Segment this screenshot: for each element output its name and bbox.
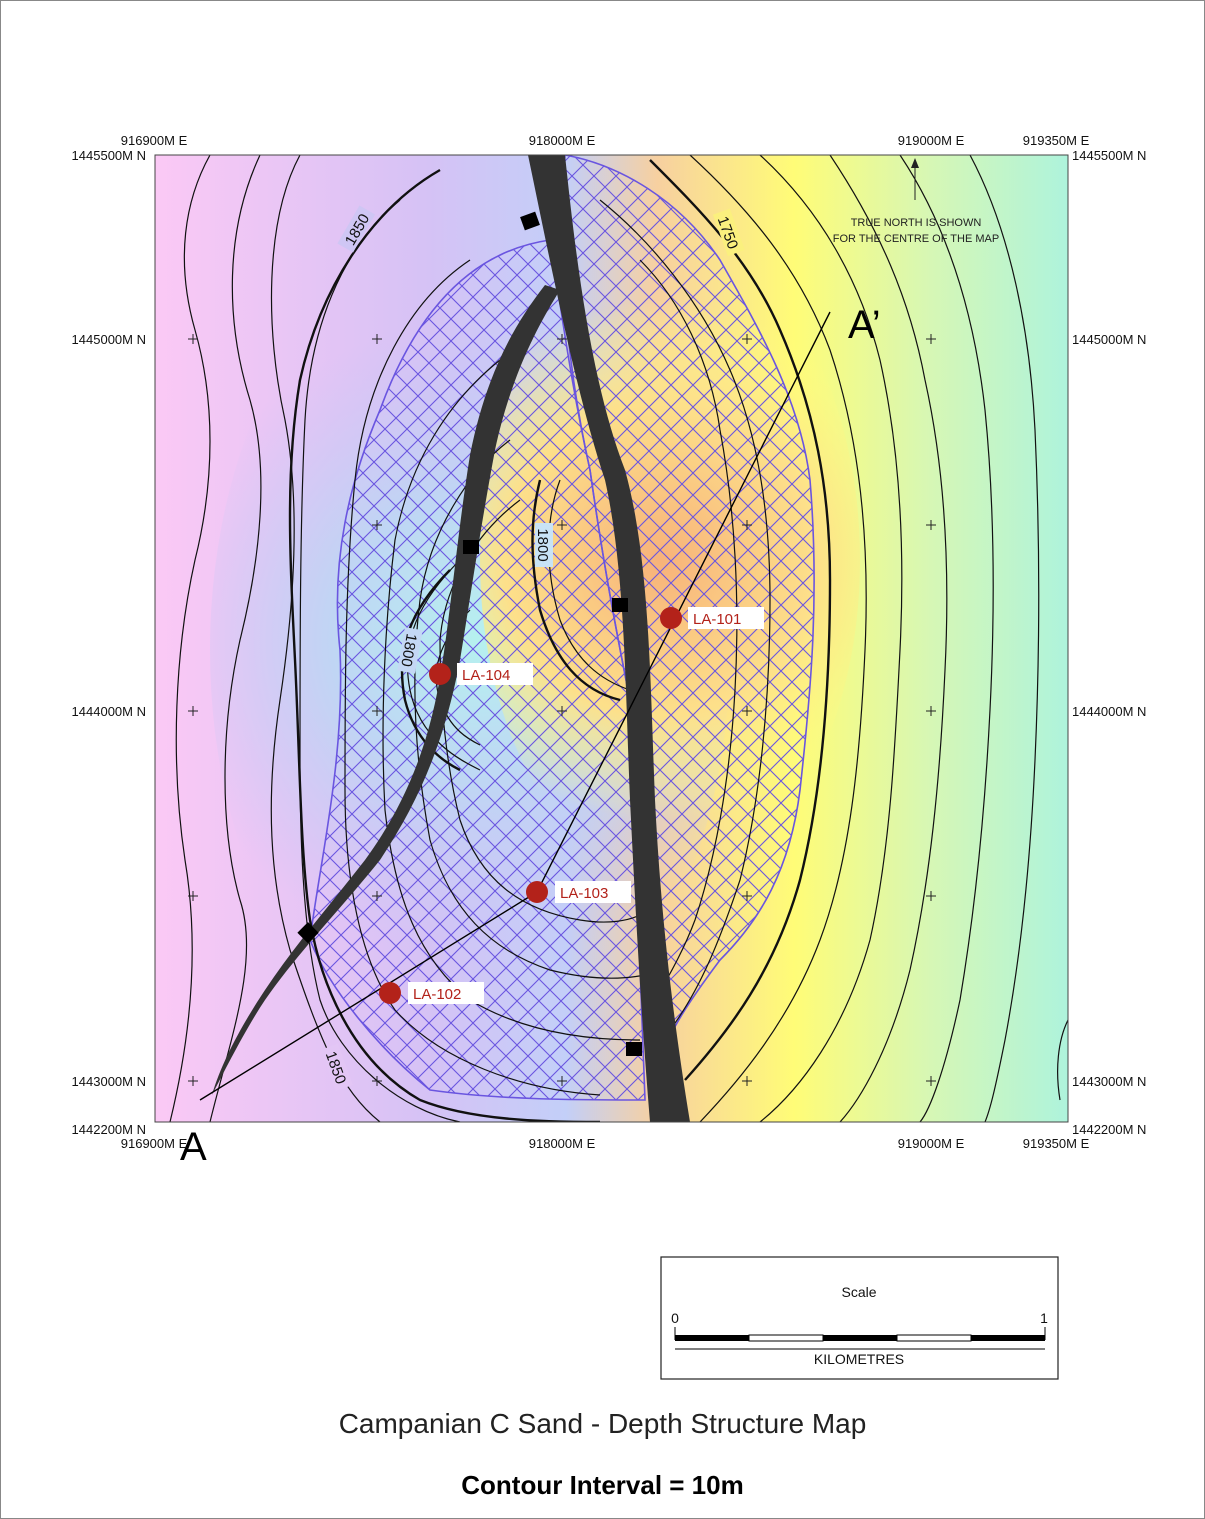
easting-label: 919000M E: [898, 133, 965, 148]
splay-fault: [212, 285, 560, 1095]
hatched-area-east: [561, 155, 815, 1061]
easting-labels-bottom: 916900M E 918000M E 919000M E 919350M E: [121, 1136, 1090, 1151]
section-label-a: A: [180, 1125, 207, 1169]
well-label: LA-103: [560, 885, 608, 902]
easting-label: 918000M E: [529, 133, 596, 148]
northing-label: 1442200M N: [1072, 1122, 1146, 1137]
well-la-102[interactable]: LA-102: [379, 982, 484, 1004]
well-la-103[interactable]: LA-103: [526, 881, 631, 903]
easting-label: 916900M E: [121, 133, 188, 148]
easting-label: 918000M E: [529, 1136, 596, 1151]
scale-title: Scale: [841, 1284, 876, 1300]
well-marker: [429, 663, 451, 685]
scale-max: 1: [1040, 1310, 1048, 1326]
northing-label: 1442200M N: [72, 1122, 146, 1137]
north-note-line-2: FOR THE CENTRE OF THE MAP: [833, 233, 999, 245]
northing-label: 1445000M N: [1072, 332, 1146, 347]
well-la-101[interactable]: LA-101: [660, 607, 764, 629]
north-note-line-1: TRUE NORTH IS SHOWN: [851, 217, 982, 229]
north-arrow: [911, 158, 919, 200]
easting-label: 916900M E: [121, 1136, 188, 1151]
northing-label: 1443000M N: [1072, 1074, 1146, 1089]
scale-min: 0: [671, 1310, 679, 1326]
northing-labels-left: 1445500M N 1445000M N 1444000M N 1443000…: [72, 148, 146, 1137]
northing-label: 1444000M N: [72, 704, 146, 719]
map-title: Campanian C Sand - Depth Structure Map: [338, 1408, 867, 1439]
grid-crosses: [188, 334, 936, 1086]
northing-labels-right: 1445500M N 1445000M N 1444000M N 1443000…: [1072, 148, 1146, 1137]
northing-label: 1445500M N: [72, 148, 146, 163]
northing-label: 1445000M N: [72, 332, 146, 347]
main-fault: [528, 155, 690, 1122]
contour-label-1800-west: 1800: [397, 632, 420, 668]
northing-label: 1443000M N: [72, 1074, 146, 1089]
well-label: LA-104: [462, 667, 510, 684]
easting-label: 919350M E: [1023, 1136, 1090, 1151]
north-arrow-icon: [911, 158, 919, 168]
well-marker: [526, 881, 548, 903]
easting-label: 919000M E: [898, 1136, 965, 1151]
northing-label: 1444000M N: [1072, 704, 1146, 719]
faults: [212, 155, 690, 1122]
well-label: LA-101: [693, 611, 741, 628]
index-contours: [288, 159, 832, 1122]
contour-lines: [169, 155, 1068, 1122]
well-label: LA-102: [413, 986, 461, 1003]
contour-label-1800-east: 1800: [534, 528, 551, 561]
scale-unit: KILOMETRES: [814, 1351, 904, 1367]
well-marker: [379, 982, 401, 1004]
northing-label: 1445500M N: [1072, 148, 1146, 163]
section-label-a-prime: A’: [848, 303, 881, 347]
contour-interval-note: Contour Interval = 10m: [461, 1470, 744, 1500]
well-la-104[interactable]: LA-104: [429, 663, 533, 685]
well-marker: [660, 607, 682, 629]
easting-label: 919350M E: [1023, 133, 1090, 148]
map-border: [154, 154, 1069, 1123]
scale-bar-box: Scale 0 1 KILOMETRES: [660, 1256, 1059, 1380]
easting-labels-top: 916900M E 918000M E 919000M E 919350M E: [121, 133, 1090, 148]
scale-bar: [675, 1334, 1045, 1342]
